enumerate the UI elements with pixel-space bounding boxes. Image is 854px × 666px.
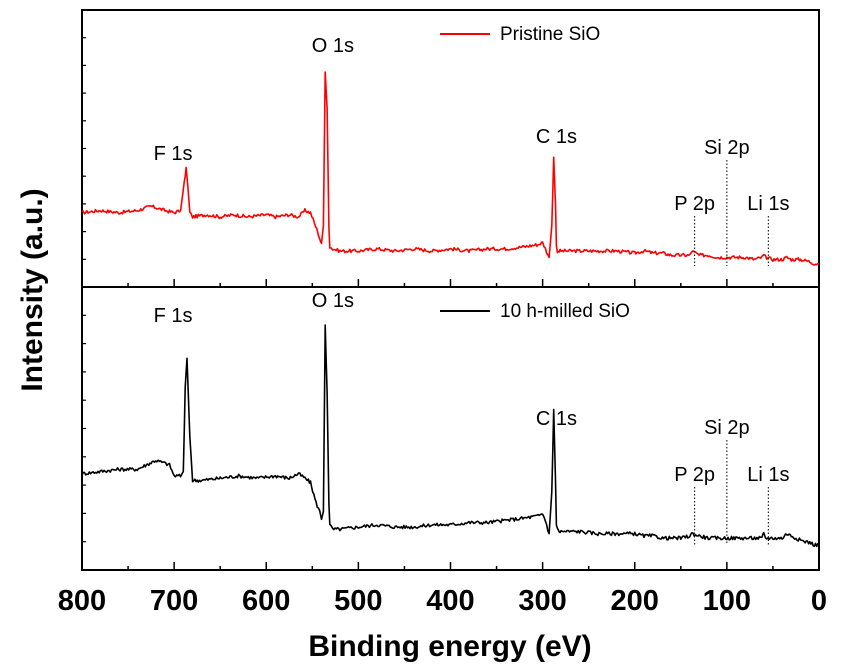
bottom-panel-series	[81, 324, 820, 548]
bottom-peak-label-5: Li 1s	[747, 464, 789, 486]
x-axis-title: Binding energy (eV)	[308, 630, 591, 663]
bottom-peak-label-2: C 1s	[536, 408, 577, 430]
legend-label-milled: 10 h-milled SiO	[500, 301, 630, 322]
bottom-peak-label-4: P 2p	[674, 464, 715, 486]
top-peak-label-2: C 1s	[536, 126, 577, 148]
bottom-peak-label-3: Si 2p	[704, 417, 750, 439]
x-tick-label-600: 600	[242, 585, 290, 617]
top-peak-label-1: O 1s	[312, 35, 354, 57]
x-tick-label-500: 500	[334, 585, 382, 617]
top-peak-label-0: F 1s	[154, 143, 193, 165]
top-panel-ticks	[81, 279, 820, 287]
x-tick-label-400: 400	[426, 585, 474, 617]
bottom-panel-annotations: F 1s O 1s C 1s Si 2p P 2p Li 1s	[154, 290, 789, 545]
x-tick-labels: 800 700 600 500 400 300 200 100 0	[58, 585, 827, 617]
legend-label-pristine: Pristine SiO	[500, 24, 600, 45]
x-tick-label-700: 700	[150, 585, 198, 617]
bottom-series-line-0	[81, 324, 820, 548]
x-tick-label-800: 800	[58, 585, 106, 617]
x-tick-label-200: 200	[611, 585, 659, 617]
legend-bottom: 10 h-milled SiO	[440, 301, 630, 322]
top-peak-label-5: Li 1s	[747, 193, 789, 215]
top-peak-label-3: Si 2p	[704, 137, 750, 159]
bottom-panel-ticks	[81, 562, 820, 570]
bottom-peak-label-1: O 1s	[312, 290, 354, 312]
top-panel-series	[81, 71, 820, 266]
bottom-peak-label-0: F 1s	[154, 305, 193, 327]
top-panel-annotations: F 1s O 1s C 1s Si 2p P 2p Li 1s	[154, 35, 789, 266]
x-tick-label-300: 300	[518, 585, 566, 617]
y-axis-title: Intensity (a.u.)	[16, 188, 49, 391]
top-peak-label-4: P 2p	[674, 193, 715, 215]
top-series-line-0	[81, 71, 820, 266]
bottom-panel-left-ticks	[82, 314, 86, 543]
x-tick-label-0: 0	[811, 585, 827, 617]
top-panel-left-ticks	[82, 37, 86, 260]
legend-top: Pristine SiO	[440, 24, 600, 45]
x-tick-label-100: 100	[703, 585, 751, 617]
